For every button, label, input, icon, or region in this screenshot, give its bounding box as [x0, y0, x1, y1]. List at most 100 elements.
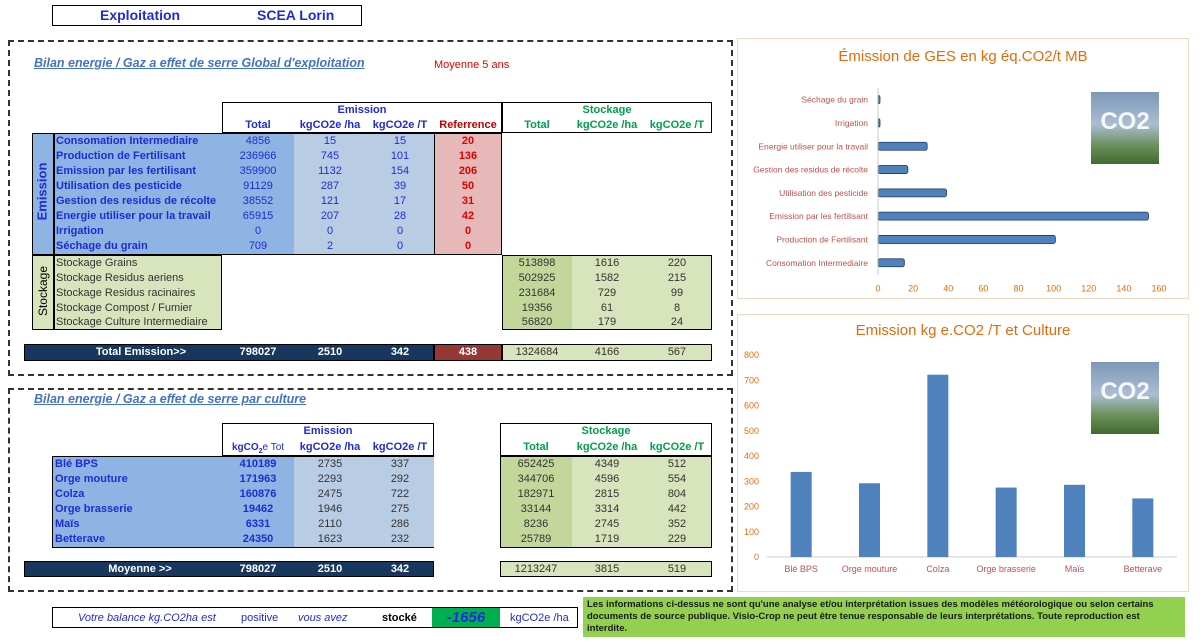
- chart2-category-label: Betterave: [1124, 564, 1163, 574]
- stockage-row-total: 231684: [518, 287, 556, 299]
- chart1-bar: [877, 141, 928, 151]
- chart2-bar: [1132, 498, 1154, 557]
- culture-row-s-total: 8236: [523, 518, 549, 530]
- culture-row-label: Orge brasserie: [55, 503, 133, 515]
- emission-row-label: Séchage du grain: [56, 240, 148, 252]
- culture-row-s-ha: 4349: [594, 458, 620, 470]
- emission-row-ha: 745: [320, 150, 340, 162]
- culture-row-ha: 2293: [317, 473, 343, 485]
- chart1-category-label: Utilisation des pesticide: [779, 188, 868, 198]
- culture-emission-shade: [294, 457, 434, 547]
- chart1-category-label: Séchage du grain: [801, 95, 868, 105]
- emission-row-t: 28: [393, 210, 407, 222]
- balance-text3: vous avez: [298, 612, 348, 624]
- emission-row-ha: 1132: [318, 165, 342, 177]
- culture-row-s-t: 352: [667, 518, 687, 530]
- culture-row-s-ha: 2745: [594, 518, 620, 530]
- chart1-panel: [737, 38, 1189, 299]
- chart1-tick-label: 60: [978, 283, 988, 293]
- emission-row-total: 236966: [239, 150, 277, 162]
- emission-side-box: [32, 133, 54, 255]
- culture-row-s-ha: 3314: [594, 503, 620, 515]
- chart2-tick-label: 800: [744, 350, 759, 360]
- stockage-row-total: 19356: [521, 302, 553, 314]
- stockage-row-t: 220: [667, 257, 687, 269]
- culture-row-s-total: 652425: [517, 458, 555, 470]
- chart2-category-label: Orge brasserie: [976, 564, 1036, 574]
- chart2-panel: [737, 314, 1189, 592]
- culture-col-tot: kgCO2e Tot: [231, 442, 285, 455]
- stockage-row-total: 56820: [521, 316, 553, 328]
- emission-row-ha: 121: [320, 195, 340, 207]
- culture-row-t: 275: [390, 503, 410, 515]
- chart2-bar: [1064, 484, 1085, 557]
- culture-row-label: Maïs: [55, 518, 80, 530]
- culture-stockage-header-box: [500, 423, 712, 456]
- chart2-svg: 0 100 200 300 400 500 600 700 800 Blé BPS Orge mou…: [744, 350, 1177, 574]
- ref-block: [434, 133, 502, 255]
- total-row-s-total: 1324684: [515, 346, 559, 358]
- culture-row-s-total: 344706: [517, 473, 555, 485]
- emission-row-ha: 287: [320, 180, 340, 192]
- culture-row-label: Blé BPS: [55, 458, 98, 470]
- culture-row-s-total: 25789: [520, 533, 552, 545]
- co2-image: CO2: [1091, 362, 1159, 434]
- chart1-category-label: Gestion des residus de récolte: [753, 165, 868, 175]
- chart2-title: Emission kg e.CO2 /T et Culture: [855, 322, 1071, 339]
- chart2-tick-label: 0: [754, 552, 759, 562]
- chart2-category-label: Blé BPS: [784, 564, 818, 574]
- emission-row-t: 0: [396, 240, 404, 252]
- moyenne-row-tot: 798027: [239, 563, 277, 575]
- culture-row-tot: 24350: [242, 533, 274, 545]
- culture-row-ha: 1946: [317, 503, 343, 515]
- culture-stockage-shade: [501, 457, 572, 547]
- emission-col-shade: [294, 134, 434, 254]
- chart1-category-label: Production de Fertilisant: [776, 234, 868, 244]
- col-ha: kgCO2e /ha: [299, 119, 361, 131]
- header-box: [52, 5, 362, 26]
- chart1-bar: [877, 165, 909, 174]
- stockage-side-label: Stockage: [36, 265, 50, 317]
- culture-row-s-ha: 4596: [594, 473, 620, 485]
- col-s-t: kgCO2e /T: [649, 119, 705, 131]
- emission-row-ref: 136: [458, 150, 478, 162]
- culture-stockage-header: Stockage: [581, 425, 631, 437]
- col-s-total: Total: [524, 119, 550, 131]
- culture-row-s-t: 804: [667, 488, 687, 500]
- total-row-t: 342: [390, 346, 410, 358]
- culture-row-s-ha: 2815: [594, 488, 620, 500]
- culture-row-ha: 2475: [317, 488, 343, 500]
- stockage-label-block: [54, 255, 222, 330]
- culture-section: [8, 388, 733, 592]
- chart1-tick-label: 40: [943, 283, 953, 293]
- chart1-bar: [877, 235, 1056, 244]
- total-row-label: Total Emission>>: [95, 346, 187, 358]
- balance-value-box: [432, 608, 500, 627]
- total-row-ref: [434, 344, 502, 361]
- chart1-tick-label: 20: [908, 283, 918, 293]
- culture-row-t: 232: [390, 533, 410, 545]
- chart2-tick-label: 100: [744, 527, 759, 537]
- culture-col-s-total: Total: [523, 441, 549, 453]
- chart1-bar: [877, 188, 947, 198]
- stockage-row-label: Stockage Grains: [56, 257, 138, 269]
- chart1-category-label: Emission par les fertilisant: [769, 211, 868, 221]
- emission-row-ref: 31: [461, 195, 475, 207]
- chart1-category-label: Energie utiliser pour la travail: [758, 141, 868, 151]
- stockage-side-box: [32, 255, 54, 330]
- moyenne-row-label: Moyenne >>: [108, 563, 172, 575]
- emission-row-ref: 0: [464, 240, 472, 252]
- culture-row-ha: 2735: [317, 458, 343, 470]
- emission-row-t: 154: [390, 165, 410, 177]
- chart2-bar: [859, 483, 880, 557]
- chart2-bar: [927, 374, 949, 557]
- culture-row-label: Colza: [55, 488, 85, 500]
- chart2-bar: [790, 471, 812, 557]
- co2-badge-text: CO2: [1100, 378, 1150, 405]
- col-ref: Referrence: [439, 119, 497, 131]
- emission-row-total: 359900: [239, 165, 277, 177]
- moyenne-row-navy: [24, 561, 434, 577]
- chart1-title: Émission de GES en kg éq.CO2/t MB: [838, 48, 1088, 65]
- stockage-row-label: Stockage Residus aeriens: [56, 272, 184, 284]
- culture-row-t: 286: [390, 518, 410, 530]
